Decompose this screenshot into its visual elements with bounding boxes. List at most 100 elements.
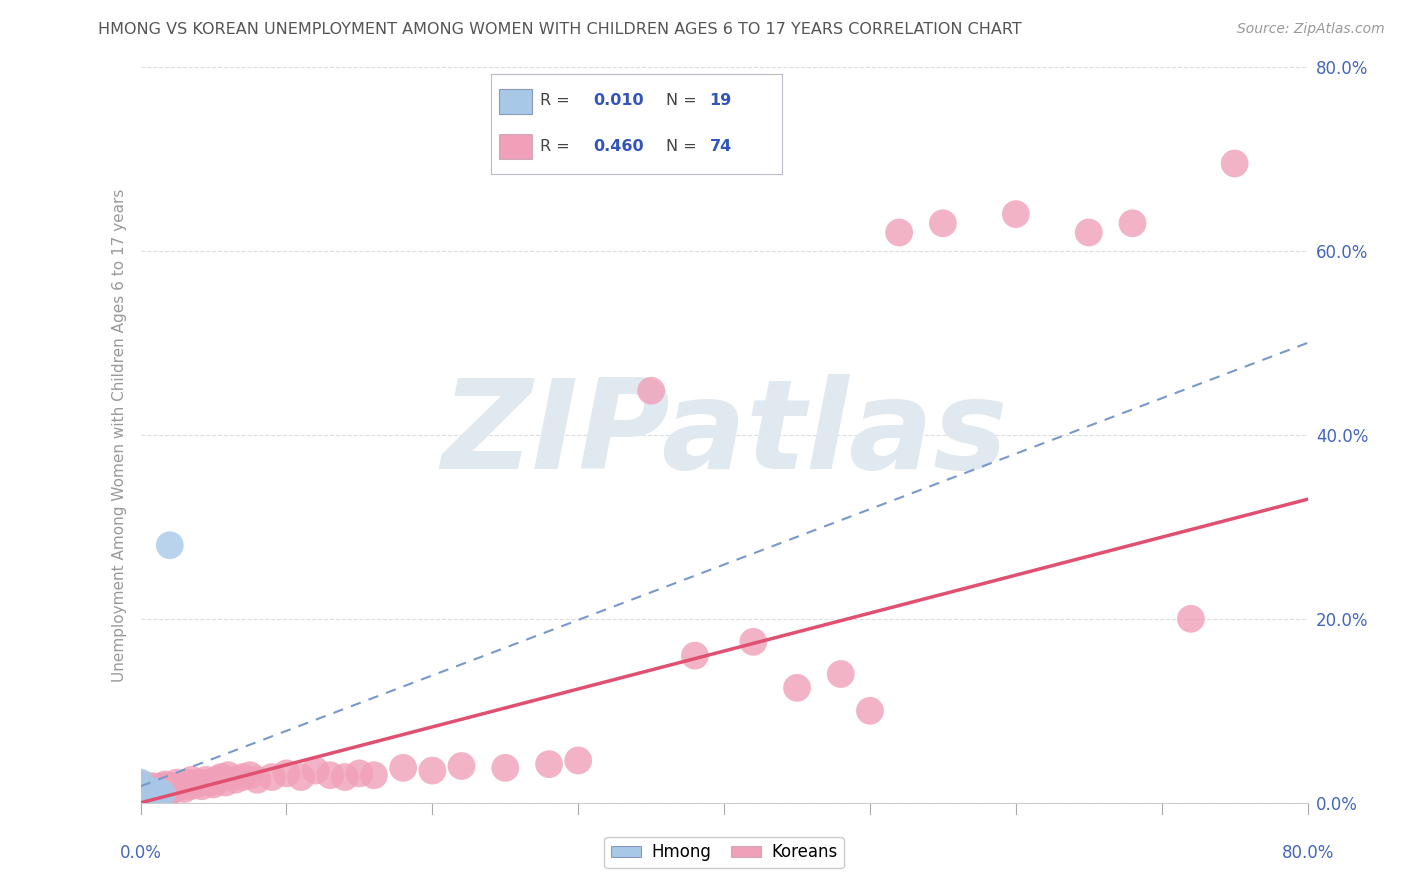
Point <box>135 787 157 801</box>
Point <box>129 791 152 805</box>
Point <box>319 768 342 782</box>
Point <box>139 785 162 799</box>
Point <box>143 781 166 796</box>
Point <box>640 384 662 398</box>
Point <box>202 777 225 791</box>
Point <box>145 789 167 803</box>
Point <box>349 766 371 780</box>
Point <box>1005 207 1028 221</box>
Text: 80.0%: 80.0% <box>1281 844 1334 863</box>
Point <box>494 761 516 775</box>
Point <box>214 775 236 789</box>
Text: ZIPatlas: ZIPatlas <box>441 375 1007 495</box>
Point <box>146 782 169 797</box>
Point <box>422 764 444 778</box>
Point <box>538 757 561 772</box>
Point <box>129 777 152 791</box>
Point <box>232 770 254 784</box>
Point <box>450 759 472 773</box>
Point <box>188 775 211 789</box>
Point <box>392 761 415 775</box>
Point <box>173 782 195 797</box>
Point <box>143 785 166 799</box>
Point <box>180 772 202 787</box>
Point <box>786 681 808 695</box>
Point <box>363 768 385 782</box>
Point <box>129 779 152 793</box>
Point <box>742 635 765 649</box>
Point <box>141 785 163 799</box>
Point <box>134 785 156 799</box>
Point <box>135 782 157 797</box>
Point <box>290 770 312 784</box>
Point <box>165 782 187 797</box>
Point <box>932 216 955 230</box>
Point <box>132 789 155 803</box>
Point <box>129 796 152 810</box>
Text: HMONG VS KOREAN UNEMPLOYMENT AMONG WOMEN WITH CHILDREN AGES 6 TO 17 YEARS CORREL: HMONG VS KOREAN UNEMPLOYMENT AMONG WOMEN… <box>98 22 1022 37</box>
Point <box>169 779 191 793</box>
Point <box>246 772 269 787</box>
Point <box>152 785 174 799</box>
Point <box>1077 226 1099 240</box>
Point <box>157 779 180 793</box>
Point <box>148 787 170 801</box>
Point <box>205 772 228 787</box>
Point <box>195 772 218 787</box>
Point <box>129 794 152 808</box>
Point <box>305 764 328 778</box>
Legend: Hmong, Koreans: Hmong, Koreans <box>605 837 844 868</box>
Point <box>142 787 165 801</box>
Point <box>141 779 163 793</box>
Point <box>217 768 239 782</box>
Point <box>129 789 152 803</box>
Point <box>159 538 181 552</box>
Point <box>136 785 159 799</box>
Point <box>200 775 222 789</box>
Point <box>155 777 177 791</box>
Point <box>132 791 155 805</box>
Text: 0.0%: 0.0% <box>120 844 162 863</box>
Point <box>153 782 176 797</box>
Point <box>166 775 188 789</box>
Point <box>889 226 911 240</box>
Point <box>138 787 160 801</box>
Point <box>567 754 589 768</box>
Point <box>224 772 246 787</box>
Text: Source: ZipAtlas.com: Source: ZipAtlas.com <box>1237 22 1385 37</box>
Y-axis label: Unemployment Among Women with Children Ages 6 to 17 years: Unemployment Among Women with Children A… <box>111 188 127 681</box>
Point <box>162 779 184 793</box>
Point <box>156 787 179 801</box>
Point <box>276 766 298 780</box>
Point <box>143 787 166 801</box>
Point <box>179 779 201 793</box>
Point <box>136 779 159 793</box>
Point <box>209 770 232 784</box>
Point <box>150 779 173 793</box>
Point <box>129 782 152 797</box>
Point <box>134 789 156 803</box>
Point <box>1223 156 1246 170</box>
Point <box>184 777 207 791</box>
Point <box>138 789 160 803</box>
Point <box>129 787 152 801</box>
Point <box>859 704 882 718</box>
Point <box>830 667 852 681</box>
Point <box>176 775 198 789</box>
Point <box>1180 612 1202 626</box>
Point <box>136 789 159 803</box>
Point <box>333 770 356 784</box>
Point <box>191 779 214 793</box>
Point <box>1122 216 1144 230</box>
Point <box>139 787 162 801</box>
Point <box>239 768 262 782</box>
Point <box>159 785 181 799</box>
Point <box>152 787 174 801</box>
Point <box>129 782 152 797</box>
Point <box>146 785 169 799</box>
Point <box>260 770 283 784</box>
Point <box>683 648 706 663</box>
Point <box>129 775 152 789</box>
Point <box>129 791 152 805</box>
Point <box>129 787 152 801</box>
